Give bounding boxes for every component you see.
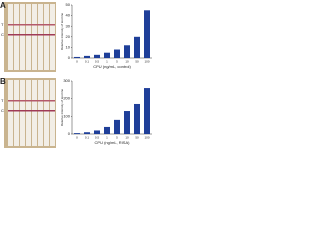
bar	[144, 10, 150, 59]
bar	[124, 45, 130, 58]
x-tick-label: 10	[125, 59, 129, 63]
y-tick-label: 30	[66, 23, 71, 28]
x-tick-label: 5	[116, 59, 118, 63]
panel-label: A	[0, 1, 6, 10]
x-axis-label: CPU (ng/mL, control)	[93, 64, 131, 69]
bar	[124, 111, 130, 134]
panel-label: B	[0, 77, 6, 86]
strip-label: T	[1, 22, 4, 27]
bar	[94, 130, 100, 134]
bar	[144, 88, 150, 134]
bar	[114, 119, 120, 134]
bar	[104, 126, 110, 134]
x-tick-label: 0	[76, 135, 78, 139]
strip-photo-a	[4, 2, 56, 72]
bar	[94, 54, 100, 58]
x-tick-label: 5	[116, 135, 118, 139]
y-tick-label: 40	[66, 13, 71, 18]
y-tick-label: 200	[63, 96, 70, 101]
bar	[114, 49, 120, 58]
x-tick-label: 50	[135, 135, 139, 139]
y-tick-label: 0	[68, 55, 71, 60]
x-tick-label: 100	[144, 59, 149, 63]
y-tick-label: 50	[66, 2, 71, 7]
x-tick-label: 0	[76, 59, 78, 63]
strip-photo-b	[4, 78, 56, 148]
y-tick-label: 100	[63, 113, 70, 118]
bar	[84, 55, 90, 58]
strip-label: T	[1, 98, 4, 103]
x-tick-label: 1	[106, 135, 108, 139]
x-tick-label: 0.1	[85, 135, 90, 139]
x-tick-label: 10	[125, 135, 129, 139]
strip-label: C	[1, 32, 4, 37]
y-tick-label: 20	[66, 34, 71, 39]
bar	[104, 52, 110, 58]
strip-label: C	[1, 108, 4, 113]
x-tick-label: 100	[144, 135, 149, 139]
x-tick-label: 50	[135, 59, 139, 63]
x-tick-label: 0.5	[95, 135, 100, 139]
y-tick-label: 300	[63, 78, 70, 83]
y-tick-label: 0	[68, 131, 71, 136]
y-axis-label: Relative intensity of test line	[60, 89, 64, 127]
x-tick-label: 0.5	[95, 59, 100, 63]
x-tick-label: 0.1	[85, 59, 90, 63]
x-axis-label: CPU (ng/mL, RISA)	[95, 140, 131, 145]
bar	[134, 36, 140, 58]
y-tick-label: 10	[66, 44, 71, 49]
bar	[74, 56, 80, 58]
bar	[74, 133, 80, 134]
x-tick-label: 1	[106, 59, 108, 63]
bar	[134, 103, 140, 134]
bar	[84, 132, 90, 134]
y-axis-label: Relative intensity of test line	[60, 13, 64, 51]
